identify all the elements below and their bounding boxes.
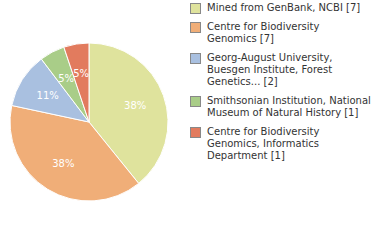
html-text:Georg-August University, Buesg: Georg-August University, Buesgen Institu…: [207, 52, 333, 87]
svg-text:5%: 5%: [73, 68, 89, 79]
html-text:Mined from GenBank, NCBI [7]: Mined from GenBank, NCBI [7]: [207, 2, 361, 13]
svg-text:38%: 38%: [124, 100, 146, 111]
html-text:Centre for Biodiversity Genomi: Centre for Biodiversity Genomics [7]: [207, 21, 320, 44]
svg-text:11%: 11%: [37, 90, 59, 101]
svg-text:38%: 38%: [52, 158, 74, 169]
html-text:Smithsonian Institution, Natio: Smithsonian Institution, National Museum…: [207, 95, 371, 118]
html-text:Centre for Biodiversity Genomi: Centre for Biodiversity Genomics, Inform…: [207, 126, 320, 161]
svg-text:5%: 5%: [58, 73, 74, 84]
